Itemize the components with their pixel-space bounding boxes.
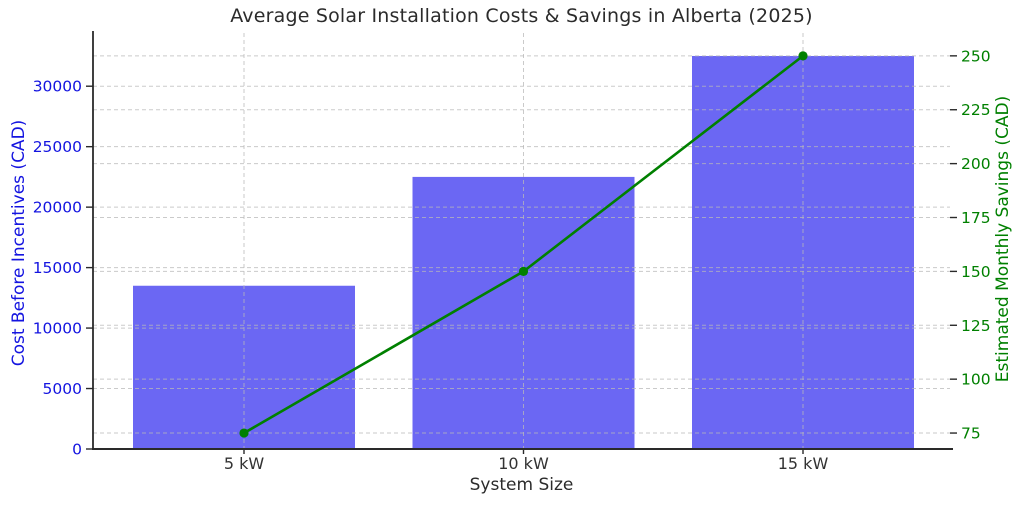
savings-point-5-kw [239,428,249,438]
x-tick-label-15-kw: 15 kW [778,454,829,473]
left-tick-label-25000: 25000 [33,138,82,156]
left-tick-label-0: 0 [72,441,82,459]
savings-point-10-kw [518,266,529,276]
left-tick-label-20000: 20000 [33,199,82,217]
left-axis-title: Cost Before Incentives (CAD) [9,119,29,367]
right-tick-label-125: 125 [961,317,991,335]
right-tick-label-175: 175 [961,209,991,227]
x-tick-label-10-kw: 10 kW [498,454,549,473]
bar-5-kw [133,285,355,449]
left-tick-label-15000: 15000 [33,259,82,277]
right-tick-label-75: 75 [961,425,981,443]
right-tick-label-225: 225 [961,101,991,119]
right-tick-label-200: 200 [961,155,991,173]
right-tick-label-150: 150 [961,263,991,281]
x-tick-label-5-kw: 5 kW [224,454,265,473]
right-tick-label-250: 250 [961,47,991,65]
chart-title: Average Solar Installation Costs & Savin… [230,5,813,27]
left-tick-label-5000: 5000 [43,380,82,398]
x-axis-title: System Size [469,475,574,495]
left-tick-label-30000: 30000 [33,78,82,96]
right-tick-label-100: 100 [961,371,991,389]
savings-point-15-kw [798,51,808,61]
right-axis-title: Estimated Monthly Savings (CAD) [993,95,1013,383]
left-tick-label-10000: 10000 [33,320,82,338]
